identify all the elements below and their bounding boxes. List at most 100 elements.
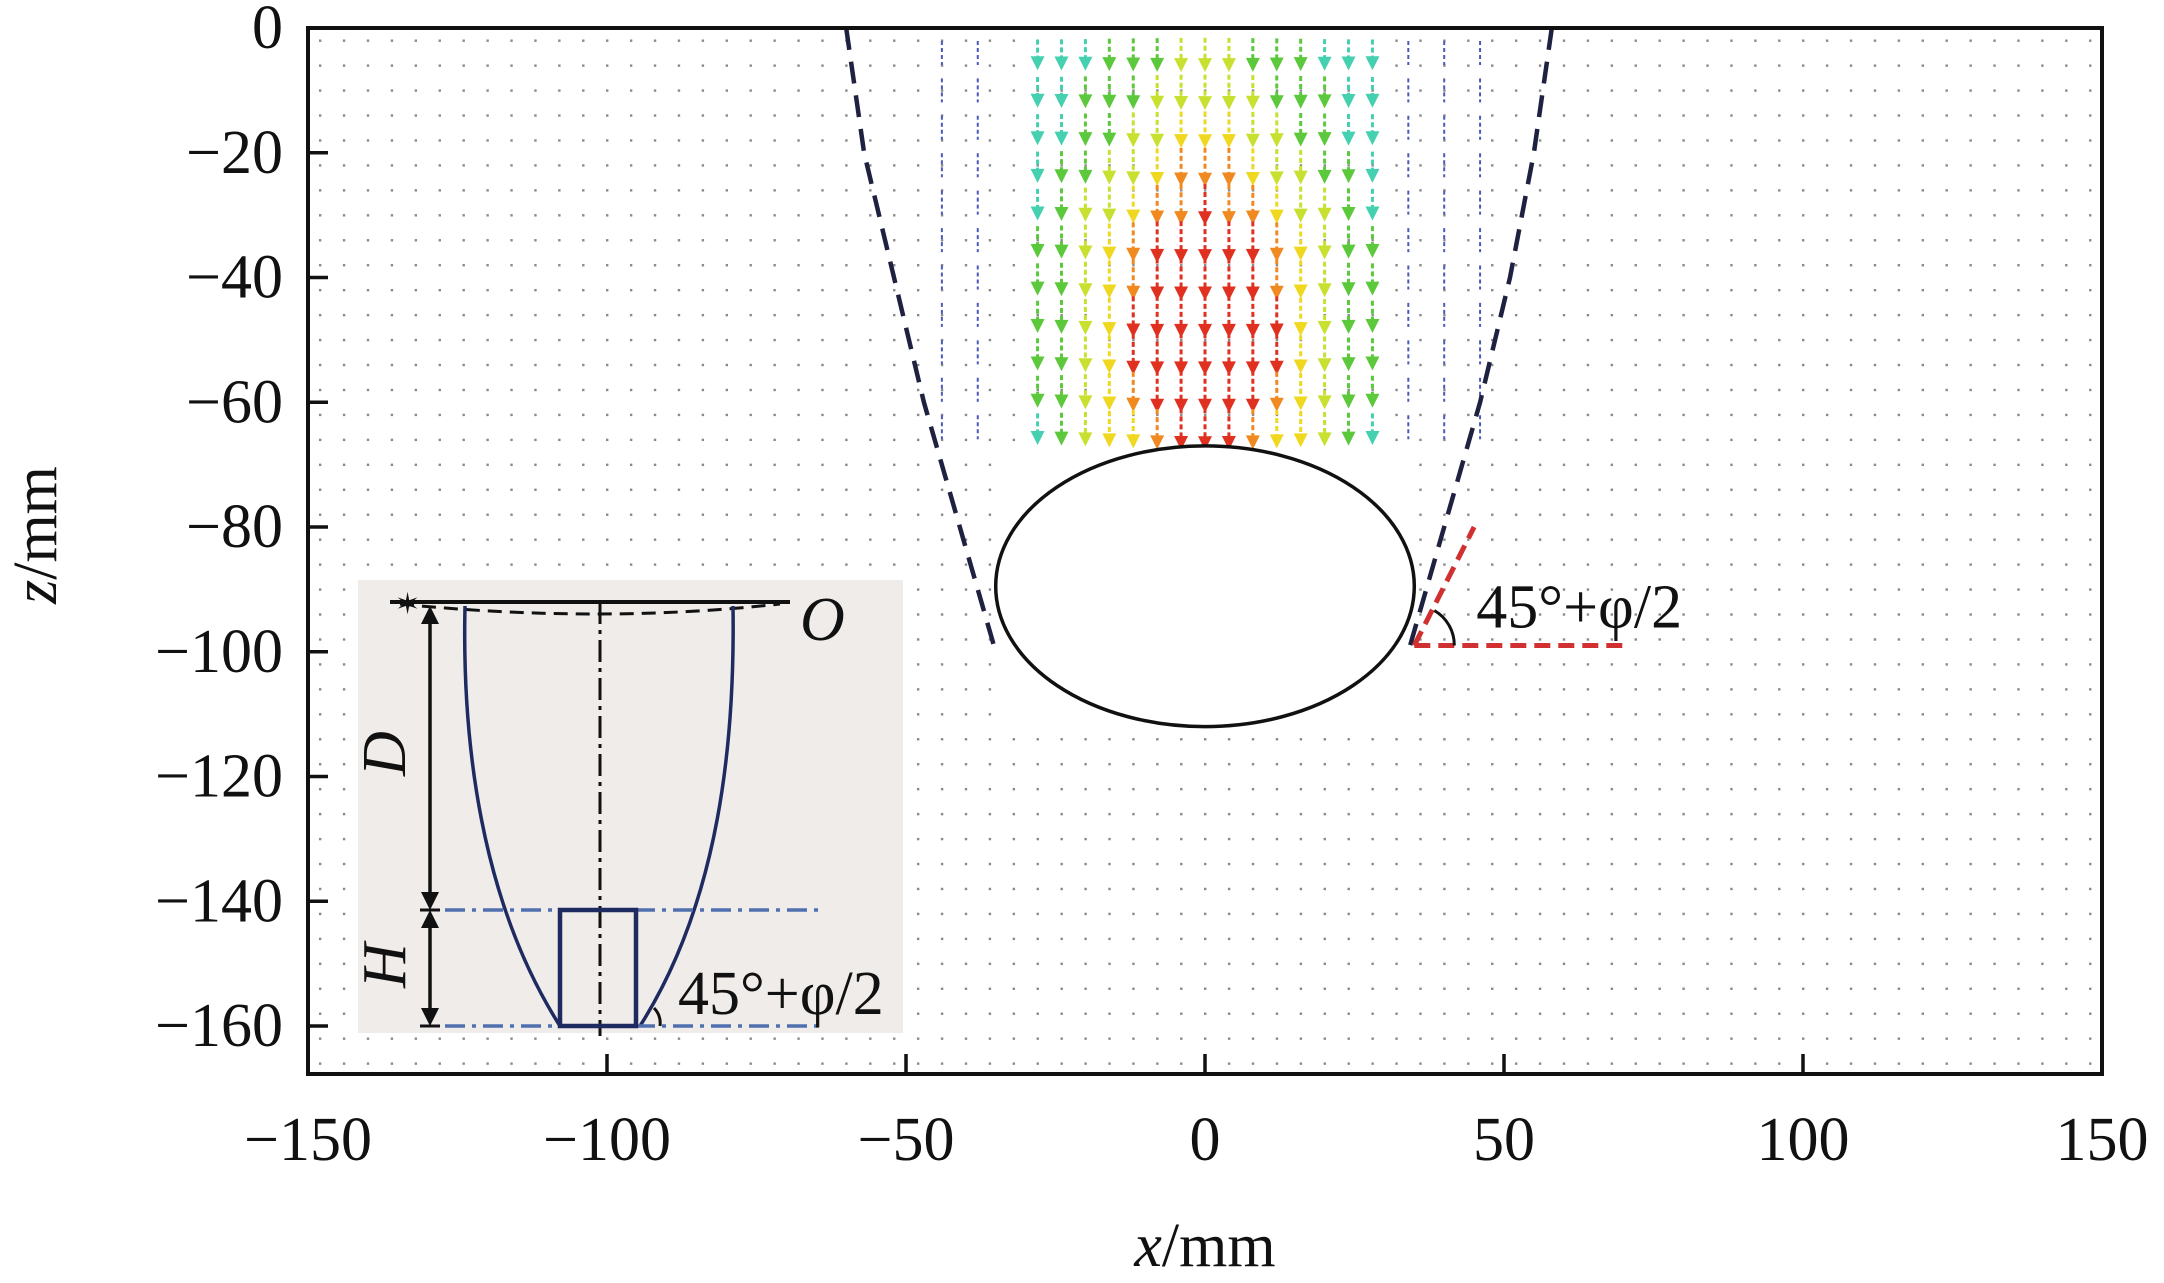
field-dot	[558, 513, 561, 516]
field-dot	[1227, 862, 1231, 866]
field-dot	[2017, 987, 2020, 990]
field-dot	[558, 538, 561, 541]
field-dot	[1802, 563, 1805, 566]
arrow-head	[1317, 395, 1332, 410]
field-dot	[1514, 189, 1518, 192]
field-dot	[1754, 513, 1757, 516]
field-dot	[582, 513, 585, 516]
field-dot	[1275, 887, 1279, 891]
field-dot	[964, 488, 968, 491]
inset-depth-dimension-arrow-top	[421, 606, 439, 624]
field-dot	[2065, 912, 2068, 916]
field-dot	[653, 89, 657, 92]
field-dot	[606, 563, 609, 566]
field-dot	[701, 388, 705, 392]
field-dot	[1706, 887, 1709, 891]
axes	[306, 26, 2104, 1076]
field-dot	[893, 139, 896, 142]
field-dot	[1227, 413, 1231, 417]
field-dot	[1921, 713, 1924, 716]
field-dot	[1514, 588, 1518, 591]
field-dot	[318, 488, 322, 491]
field-dot	[916, 812, 920, 816]
field-dot	[845, 388, 848, 392]
field-dot	[342, 588, 346, 591]
field-dot	[1347, 738, 1350, 741]
field-dot	[1873, 413, 1877, 417]
field-dot	[342, 787, 346, 791]
field-dot	[916, 563, 920, 566]
arrow-head	[1269, 247, 1284, 262]
field-dot	[1634, 937, 1637, 941]
field-dot	[1802, 313, 1805, 317]
field-dot	[653, 413, 657, 417]
field-dot	[438, 313, 441, 317]
field-dot	[342, 912, 346, 916]
field-dot	[342, 39, 346, 42]
field-dot	[1682, 488, 1685, 491]
field-dot	[342, 763, 346, 766]
field-dot	[940, 388, 944, 392]
field-dot	[725, 264, 728, 267]
field-dot	[1802, 338, 1805, 342]
field-dot	[1514, 164, 1518, 167]
field-dot	[1562, 862, 1566, 866]
y-tick-label: −60	[186, 368, 283, 436]
field-dot	[606, 139, 609, 142]
field-dot	[1634, 688, 1637, 691]
field-dot	[2089, 264, 2092, 267]
field-dot	[534, 463, 537, 467]
field-dot	[821, 214, 824, 217]
field-dot	[1706, 1062, 1709, 1065]
arrow-head	[1198, 58, 1212, 73]
field-dot	[1897, 164, 1901, 167]
arrow-head	[1341, 357, 1356, 372]
field-dot	[1514, 987, 1518, 990]
field-dot	[677, 488, 681, 491]
field-dot	[629, 1037, 633, 1040]
field-dot	[1204, 1037, 1207, 1040]
field-dot	[701, 64, 705, 67]
field-dot	[1849, 1037, 1853, 1040]
field-dot	[1347, 912, 1350, 916]
field-dot	[1706, 413, 1709, 417]
arrow-head	[1078, 169, 1093, 184]
field-dot	[1251, 962, 1255, 966]
field-dot	[462, 538, 465, 541]
field-dot	[318, 239, 322, 242]
arrow-head	[1365, 281, 1380, 296]
field-dot	[1802, 463, 1805, 467]
field-dot	[582, 239, 585, 242]
field-dot	[1682, 763, 1685, 766]
field-dot	[845, 214, 848, 217]
arrow-head	[1030, 168, 1045, 183]
field-dot	[366, 538, 370, 541]
field-dot	[940, 288, 944, 292]
field-dot	[1491, 688, 1494, 691]
field-dot	[2017, 563, 2020, 566]
field-dot	[2065, 887, 2068, 891]
field-dot	[1993, 264, 1996, 267]
tunnel-structure	[993, 444, 1417, 729]
field-dot	[1156, 413, 1159, 417]
field-dot	[773, 513, 776, 516]
field-dot	[2041, 962, 2044, 966]
arrow-head	[1126, 171, 1141, 186]
field-dot	[1514, 64, 1518, 67]
field-dot	[1802, 837, 1805, 841]
field-dot	[1562, 39, 1566, 42]
field-dot	[1682, 987, 1685, 990]
field-dot	[1132, 812, 1135, 816]
field-dot	[2065, 688, 2068, 691]
field-dot	[1802, 1012, 1805, 1015]
arrow-head	[1269, 323, 1284, 338]
field-dot	[366, 264, 370, 267]
field-dot	[390, 438, 394, 442]
field-dot	[940, 413, 944, 417]
field-dot	[2089, 438, 2092, 442]
field-dot	[1849, 239, 1853, 242]
field-dot	[2017, 463, 2020, 467]
field-dot	[916, 189, 920, 192]
field-dot	[1706, 114, 1709, 117]
arrow-head	[1150, 361, 1165, 376]
